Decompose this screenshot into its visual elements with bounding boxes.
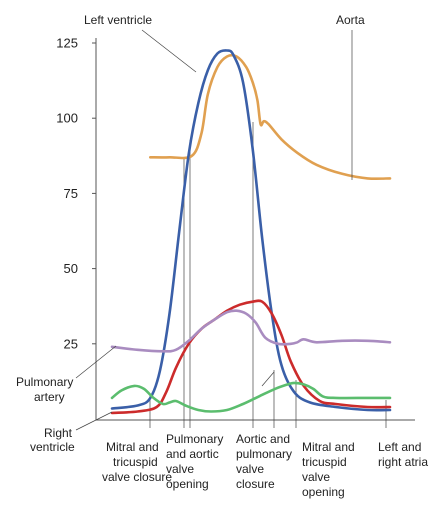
label-pa-opening-3: valve — [166, 462, 194, 476]
left-ventricle-leader — [141, 29, 197, 73]
label-pa-opening-1: Pulmonary — [166, 432, 223, 446]
label-leaders — [75, 29, 353, 431]
label-right-ventricle-1: Right — [44, 426, 73, 440]
aorta-curve — [149, 53, 392, 181]
left-ventricle-curve — [110, 49, 392, 412]
label-mitral-opening-2: tricuspid — [302, 455, 347, 469]
label-aorta: Aorta — [336, 13, 365, 27]
label-left-ventricle: Left ventricle — [84, 13, 152, 27]
label-atria-1: Left and — [378, 440, 421, 454]
pulmonary-artery-leader — [75, 345, 117, 379]
y-tick-label: 25 — [64, 336, 78, 351]
label-ap-closure-2: pulmonary — [236, 447, 292, 461]
label-mitral-opening-1: Mitral and — [302, 440, 355, 454]
label-ap-closure-1: Aortic and — [236, 432, 290, 446]
label-ap-closure-3: valve — [236, 462, 264, 476]
label-ap-closure-4: closure — [236, 477, 275, 491]
valve-event-lines — [149, 122, 387, 428]
label-mitral-closure-3: valve closure — [102, 470, 172, 484]
label-mitral-opening-4: opening — [302, 485, 345, 499]
label-mitral-closure-1: Mitral and — [106, 440, 159, 454]
label-pa-opening-2: and aortic — [166, 447, 219, 461]
label-pulmonary-artery-1: Pulmonary — [16, 375, 73, 389]
label-right-ventricle-2: ventricle — [30, 440, 75, 454]
label-mitral-closure-2: tricuspid — [113, 455, 158, 469]
label-atria-2: right atria — [378, 455, 428, 469]
y-ticks: 25 50 75 100 125 — [56, 36, 96, 351]
label-pa-opening-4: opening — [166, 477, 209, 491]
y-tick-label: 75 — [64, 186, 78, 201]
right-ventricle-leader — [75, 411, 113, 431]
y-tick-label: 50 — [64, 261, 78, 276]
green-pressure-curve — [110, 381, 392, 413]
purple-pressure-curve — [110, 309, 392, 353]
label-pulmonary-artery-2: artery — [34, 390, 65, 404]
mitral-opening-leader — [261, 371, 275, 387]
label-mitral-opening-3: valve — [302, 470, 330, 484]
y-tick-label: 125 — [56, 36, 78, 51]
y-tick-label: 100 — [56, 111, 78, 126]
series-group — [110, 49, 392, 415]
red-pressure-curve — [110, 299, 392, 415]
